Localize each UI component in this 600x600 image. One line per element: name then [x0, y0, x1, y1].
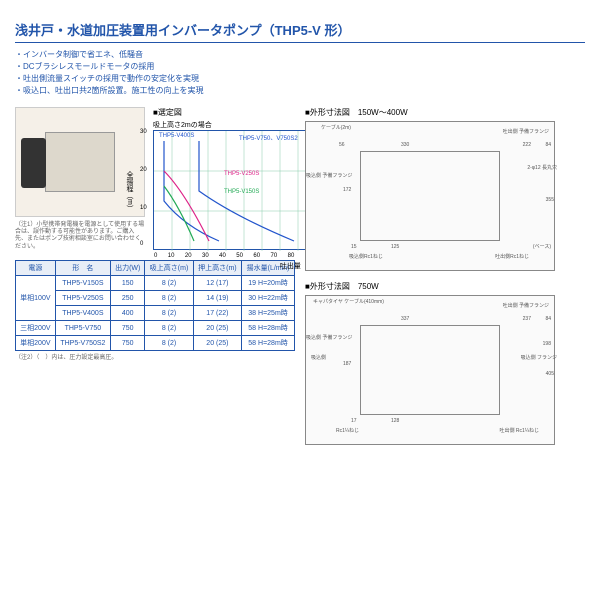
y-axis-label: 全揚程（m） — [124, 171, 134, 212]
ytick: 10 — [140, 205, 147, 211]
note-1: （注1）小型携帯発電機を電源として使用する場合は、誤作動する可能性があります。ご… — [15, 222, 145, 251]
cell: 30 H=22m時 — [242, 291, 295, 306]
cell: 8 (2) — [145, 291, 193, 306]
ytick: 0 — [140, 241, 143, 247]
xtick: 80 — [288, 253, 295, 259]
cell: 12 (17) — [193, 276, 241, 291]
series-label: THP5-V150S — [224, 189, 259, 195]
cell: 750 — [111, 321, 145, 336]
col-header: 押上高さ(m) — [193, 261, 241, 276]
cell: 三相200V — [16, 321, 56, 336]
cell: THP5-V150S — [55, 276, 110, 291]
cell: THP5-V250S — [55, 291, 110, 306]
dimension-drawing-2: 337 187 128 17 84 237 198 405 キャパタイヤ ケーブ… — [305, 295, 555, 445]
table-row: 単相100VTHP5-V150S1508 (2)12 (17)19 H=20m時 — [16, 276, 295, 291]
table-row: 三相200VTHP5-V7507508 (2)20 (25)58 H=28m時 — [16, 321, 295, 336]
ytick: 30 — [140, 129, 147, 135]
cell: 8 (2) — [145, 306, 193, 321]
dimension-label-1: ■外形寸法図 150W～400W — [305, 107, 575, 118]
cell: 8 (2) — [145, 276, 193, 291]
cell: THP5-V750 — [55, 321, 110, 336]
xtick: 60 — [253, 253, 260, 259]
cell: 750 — [111, 336, 145, 351]
xtick: 50 — [236, 253, 243, 259]
cell: 8 (2) — [145, 336, 193, 351]
cell: 単相200V — [16, 336, 56, 351]
bullet: ・吐出側流量スイッチの採用で動作の安定化を実現 — [15, 73, 585, 85]
col-header: 吸上高さ(m) — [145, 261, 193, 276]
col-header: 出力(W) — [111, 261, 145, 276]
xtick: 20 — [185, 253, 192, 259]
cell: 400 — [111, 306, 145, 321]
cell: THP5-V750S2 — [55, 336, 110, 351]
cell: 58 H=28m時 — [242, 336, 295, 351]
col-header: 形 名 — [55, 261, 110, 276]
xtick: 70 — [271, 253, 278, 259]
page-title: 浅井戸・水道加圧装置用インバータポンプ（THP5-V 形） — [15, 20, 350, 39]
dimension-label-2: ■外形寸法図 750W — [305, 281, 575, 292]
table-row: THP5-V250S2508 (2)14 (19)30 H=22m時 — [16, 291, 295, 306]
cell: 58 H=28m時 — [242, 321, 295, 336]
xtick: 30 — [202, 253, 209, 259]
series-label: THP5-V250S — [224, 171, 259, 177]
table-row: THP5-V400S4008 (2)17 (22)38 H=25m時 — [16, 306, 295, 321]
dimension-drawing-1: 330 172 125 15 56 222 84 355 2-φ12 長丸穴 ケ… — [305, 121, 555, 271]
cell: 38 H=25m時 — [242, 306, 295, 321]
cell: 150 — [111, 276, 145, 291]
series-label: THP5-V750、V750S2 — [239, 133, 298, 142]
bullet: ・吸込口、吐出口共2箇所設置。施工性の向上を実現 — [15, 85, 585, 97]
cell: 20 (25) — [193, 321, 241, 336]
cell: 17 (22) — [193, 306, 241, 321]
xtick: 40 — [219, 253, 226, 259]
cell: 250 — [111, 291, 145, 306]
spec-table: 電源形 名出力(W)吸上高さ(m)押上高さ(m)揚水量(L/min) 単相100… — [15, 260, 295, 351]
xtick: 10 — [168, 253, 175, 259]
note-2: （注2）（ ）内は、圧力設定最高圧。 — [15, 355, 295, 362]
bullet: ・DCブラシレスモールドモータの採用 — [15, 61, 585, 73]
feature-bullets: ・インバータ制御で省エネ、低騒音 ・DCブラシレスモールドモータの採用 ・吐出側… — [15, 49, 585, 97]
col-header: 電源 — [16, 261, 56, 276]
cell: 20 (25) — [193, 336, 241, 351]
cell: 単相100V — [16, 276, 56, 321]
series-label: THP5-V400S — [159, 133, 194, 139]
ytick: 20 — [140, 167, 147, 173]
cell: THP5-V400S — [55, 306, 110, 321]
cell: 19 H=20m時 — [242, 276, 295, 291]
table-row: 単相200VTHP5-V750S27508 (2)20 (25)58 H=28m… — [16, 336, 295, 351]
bullet: ・インバータ制御で省エネ、低騒音 — [15, 49, 585, 61]
xtick: 0 — [154, 253, 157, 259]
cell: 14 (19) — [193, 291, 241, 306]
cell: 8 (2) — [145, 321, 193, 336]
